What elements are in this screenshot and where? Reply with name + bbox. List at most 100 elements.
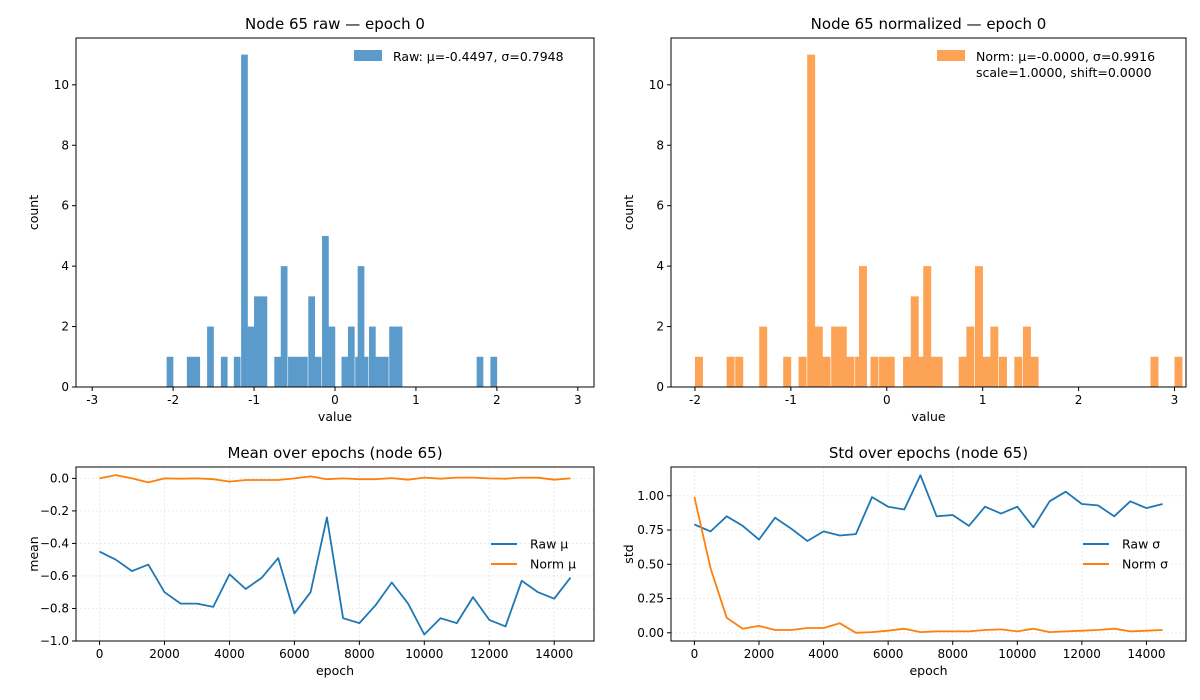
legend-swatch — [354, 50, 382, 61]
histogram-bar — [870, 356, 879, 387]
y-axis-label: mean — [26, 536, 41, 571]
y-axis-label: count — [621, 195, 636, 230]
histogram-bar — [982, 356, 991, 387]
histogram-bar — [280, 266, 288, 387]
x-axis-label: value — [318, 409, 352, 424]
histogram-bar — [934, 356, 943, 387]
histogram-bar — [357, 266, 365, 387]
histogram-bar — [247, 326, 255, 387]
y-tick-label: 0.25 — [637, 592, 664, 606]
x-tick-label: 1 — [979, 393, 987, 407]
x-tick-label: 8000 — [937, 647, 968, 661]
y-tick-label: 6 — [656, 199, 664, 213]
histogram-bar — [288, 356, 295, 387]
histogram-bar — [1014, 356, 1023, 387]
y-tick-label: 6 — [61, 199, 69, 213]
histogram-bar — [903, 356, 912, 387]
histogram-bar — [814, 326, 823, 387]
histogram-bar — [347, 326, 355, 387]
histogram-bar — [207, 326, 214, 387]
x-tick-label: 3 — [1171, 393, 1179, 407]
histogram-bar — [1174, 356, 1183, 387]
chart-3: 0 2000 4000 6000 8000 10000 12000 14000 0.0 −0.2 −… — [26, 444, 595, 678]
histogram-bar — [927, 356, 936, 387]
histogram-bar — [314, 356, 322, 387]
histogram-bar — [375, 356, 383, 387]
x-tick-label: 12000 — [1063, 647, 1101, 661]
series-line-2 — [99, 474, 571, 484]
histogram-bar — [1150, 356, 1159, 387]
x-tick-label: -3 — [86, 393, 98, 407]
legend-label: Raw σ — [1122, 537, 1160, 552]
x-tick-label: 3 — [574, 393, 582, 407]
chart-2: -2 -1 0 1 2 3 0 2 4 6 8 10 Node 65 normalized — epoc… — [621, 15, 1187, 424]
histogram-bar — [220, 356, 228, 387]
histogram-bar — [254, 296, 261, 387]
histogram-bar — [798, 356, 807, 387]
x-tick-label: 4000 — [214, 647, 245, 661]
histogram-bar — [193, 356, 201, 387]
x-axis-label: value — [911, 409, 945, 424]
y-tick-label: 4 — [61, 259, 69, 273]
x-tick-label: 0 — [691, 647, 699, 661]
y-tick-label: 2 — [61, 320, 69, 334]
y-tick-label: −0.6 — [40, 569, 69, 583]
x-tick-label: 2000 — [149, 647, 180, 661]
x-tick-label: 2 — [493, 393, 501, 407]
histogram-bar — [910, 296, 919, 387]
histogram-bar — [1030, 356, 1039, 387]
y-tick-label: 0 — [61, 380, 69, 394]
histogram-bar — [858, 266, 867, 387]
histogram-bar — [783, 356, 792, 387]
y-tick-label: 0 — [656, 380, 664, 394]
chart-1: -3 -2 -1 0 1 2 3 0 2 4 6 8 10 Node 65 raw — epoch 0 va… — [26, 15, 595, 424]
y-tick-label: 10 — [649, 78, 664, 92]
x-tick-label: -1 — [248, 393, 260, 407]
x-axis-label: epoch — [909, 663, 947, 678]
histogram-bar — [846, 356, 855, 387]
histogram-bar — [998, 356, 1007, 387]
y-tick-label: 0.0 — [50, 471, 69, 485]
x-tick-label: 6000 — [279, 647, 310, 661]
histogram-bar — [476, 356, 484, 387]
histogram-bar — [838, 326, 847, 387]
x-tick-label: 1 — [412, 393, 420, 407]
histogram-bar — [966, 326, 975, 387]
histogram-bar — [958, 356, 967, 387]
y-axis-label: count — [26, 195, 41, 230]
x-tick-label: 2000 — [744, 647, 775, 661]
chart-title: Std over epochs (node 65) — [829, 444, 1028, 462]
histogram-bar — [490, 356, 498, 387]
axes-frame — [75, 466, 595, 642]
histogram-bar — [918, 356, 927, 387]
histogram-bar — [308, 296, 316, 387]
x-tick-label: 0 — [96, 647, 104, 661]
y-tick-label: 1.00 — [637, 489, 664, 503]
histogram-bar — [241, 54, 248, 387]
histogram-bar — [1022, 326, 1031, 387]
y-tick-label: 0.50 — [637, 557, 664, 571]
y-axis-label: std — [621, 544, 636, 563]
legend-label: scale=1.0000, shift=0.0000 — [976, 65, 1152, 80]
x-tick-label: 0 — [331, 393, 339, 407]
x-tick-label: -1 — [785, 393, 797, 407]
histogram-bar — [990, 326, 999, 387]
histogram-bar — [294, 356, 302, 387]
histogram-bar — [694, 356, 703, 387]
x-tick-label: 4000 — [808, 647, 839, 661]
legend-label: Norm μ — [530, 557, 576, 572]
histogram-bar — [368, 326, 376, 387]
x-tick-label: 10000 — [405, 647, 443, 661]
histogram-bar — [322, 235, 329, 387]
y-tick-label: −0.4 — [40, 536, 69, 550]
histogram-bar — [328, 326, 336, 387]
histogram-bar — [759, 326, 768, 387]
histogram-bar — [831, 326, 840, 387]
x-tick-label: 2 — [1075, 393, 1083, 407]
histogram-bar — [233, 356, 241, 387]
histogram-bar — [395, 326, 403, 387]
x-tick-label: 0 — [883, 393, 891, 407]
series-line-1 — [694, 474, 1163, 542]
x-tick-label: -2 — [167, 393, 179, 407]
